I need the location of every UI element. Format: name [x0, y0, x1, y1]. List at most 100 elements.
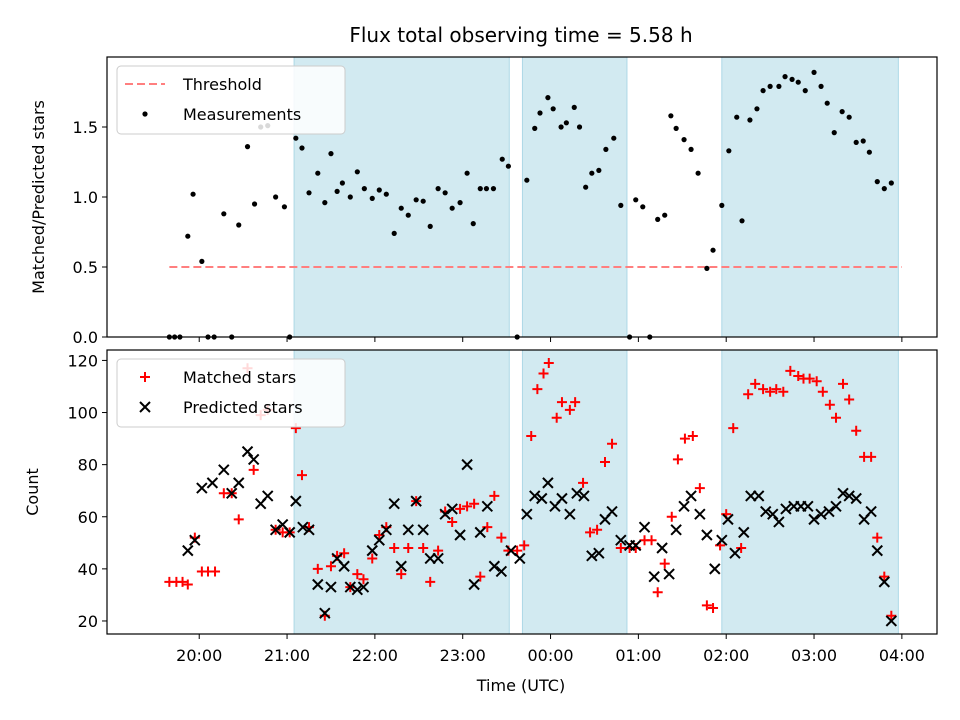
- measurement-point: [185, 233, 191, 239]
- legend-matched-swatch: [140, 372, 150, 382]
- measurement-point: [811, 69, 817, 75]
- predicted-star-point: [312, 578, 324, 591]
- matched-star-point: [556, 397, 567, 408]
- predicted-star-point: [843, 490, 855, 502]
- matched-star-point: [851, 425, 862, 436]
- measurement-point: [782, 74, 788, 80]
- measurement-point: [734, 114, 740, 120]
- measurement-point: [236, 222, 242, 228]
- measurement-point: [874, 179, 880, 185]
- matched-star-point: [652, 587, 663, 598]
- measurement-point: [221, 211, 227, 217]
- x-tick-label: 03:00: [791, 646, 837, 665]
- measurement-point: [449, 205, 455, 211]
- matched-star-point: [771, 384, 782, 395]
- matched-star-point: [339, 548, 350, 559]
- predicted-star-point: [871, 544, 883, 557]
- predicted-star-point: [656, 542, 668, 554]
- predicted-star-point: [615, 534, 627, 546]
- predicted-star-point: [325, 581, 337, 593]
- predicted-star-point: [593, 547, 605, 559]
- predicted-star-point: [556, 492, 568, 505]
- predicted-star-point: [218, 464, 230, 476]
- measurement-point: [618, 202, 624, 208]
- measurement-point: [767, 83, 773, 89]
- measurement-point: [354, 169, 360, 175]
- x-tick-label: 23:00: [440, 646, 486, 665]
- matched-star-point: [659, 558, 670, 569]
- x-axis-label: Time (UTC): [476, 676, 565, 695]
- predicted-star-point: [685, 490, 697, 502]
- matched-star-point: [233, 514, 244, 525]
- measurement-point: [457, 200, 463, 206]
- predicted-star-point: [878, 576, 891, 588]
- measurement-point: [361, 186, 367, 192]
- predicted-star-point: [373, 534, 385, 546]
- measurement-point: [596, 167, 602, 173]
- predicted-star-point: [241, 445, 254, 458]
- flux-ratio-panel: 0.0 0.5 1.0 1.5 Matched/Predicted stars Thres…: [29, 56, 938, 347]
- matched-star-point: [679, 433, 690, 444]
- predicted-star-point: [678, 500, 690, 513]
- measurement-point: [831, 130, 837, 136]
- legend-label: Matched stars: [183, 368, 296, 387]
- predicted-star-point: [578, 490, 590, 502]
- predicted-star-point: [269, 524, 282, 536]
- measurement-point: [251, 201, 258, 207]
- measurement-point: [199, 258, 205, 264]
- measurement-point: [726, 148, 732, 154]
- measurement-point: [334, 188, 340, 194]
- measurement-point: [760, 88, 766, 94]
- predicted-star-point: [542, 477, 554, 489]
- measurement-point: [603, 146, 609, 152]
- measurement-point: [420, 198, 426, 204]
- matched-star-point: [425, 576, 436, 587]
- legend: Matched stars Predicted stars: [116, 358, 346, 428]
- predicted-star-point: [529, 490, 541, 502]
- matched-star-point: [866, 451, 877, 462]
- matched-star-point: [585, 527, 596, 538]
- matched-star-point: [785, 365, 796, 376]
- matched-star-point: [578, 477, 589, 488]
- measurement-point: [383, 191, 389, 197]
- chart-title: Flux total observing time = 5.58 h: [349, 23, 692, 47]
- observing-window: [521, 56, 628, 338]
- legend-label: Threshold: [182, 75, 262, 94]
- matched-star-point: [607, 438, 618, 449]
- predicted-star-point: [752, 490, 765, 502]
- x-tick-label: 04:00: [879, 646, 925, 665]
- matched-star-point: [879, 571, 890, 582]
- series-measurements: [166, 69, 894, 340]
- y-tick-label: 80: [78, 456, 98, 475]
- predicted-star-point: [830, 500, 842, 513]
- predicted-star-point: [380, 524, 393, 536]
- measurement-point: [281, 204, 288, 210]
- measurement-point: [719, 202, 725, 208]
- measurement-point: [824, 100, 830, 106]
- predicted-star-point: [670, 524, 682, 536]
- measurement-point: [532, 125, 538, 131]
- measurement-point: [688, 146, 694, 152]
- axes-frame: [106, 349, 938, 635]
- predicted-star-point: [773, 516, 785, 528]
- y-tick-label: 120: [67, 351, 98, 370]
- measurement-point: [571, 104, 577, 110]
- predicted-star-point: [226, 487, 238, 500]
- predicted-star-point: [233, 477, 245, 489]
- matched-star-point: [728, 423, 739, 434]
- predicted-star-point: [446, 503, 458, 515]
- measurement-point: [611, 135, 617, 141]
- measurement-point: [483, 186, 490, 192]
- predicted-star-point: [701, 529, 713, 541]
- predicted-star-point: [802, 500, 814, 513]
- matched-star-point: [418, 543, 429, 554]
- matched-star-point: [532, 384, 543, 395]
- star-count-panel: 20 40 60 80 100 120 20:00 21:00 22:00 23:00 00:00 0…: [23, 349, 938, 665]
- legend: Threshold Measurements: [116, 65, 346, 135]
- measurement-point: [470, 221, 476, 227]
- measurement-point: [550, 106, 556, 112]
- predicted-star-point: [709, 563, 721, 575]
- measurement-point: [747, 117, 753, 123]
- matched-star-point: [496, 532, 507, 543]
- predicted-star-point: [395, 560, 407, 572]
